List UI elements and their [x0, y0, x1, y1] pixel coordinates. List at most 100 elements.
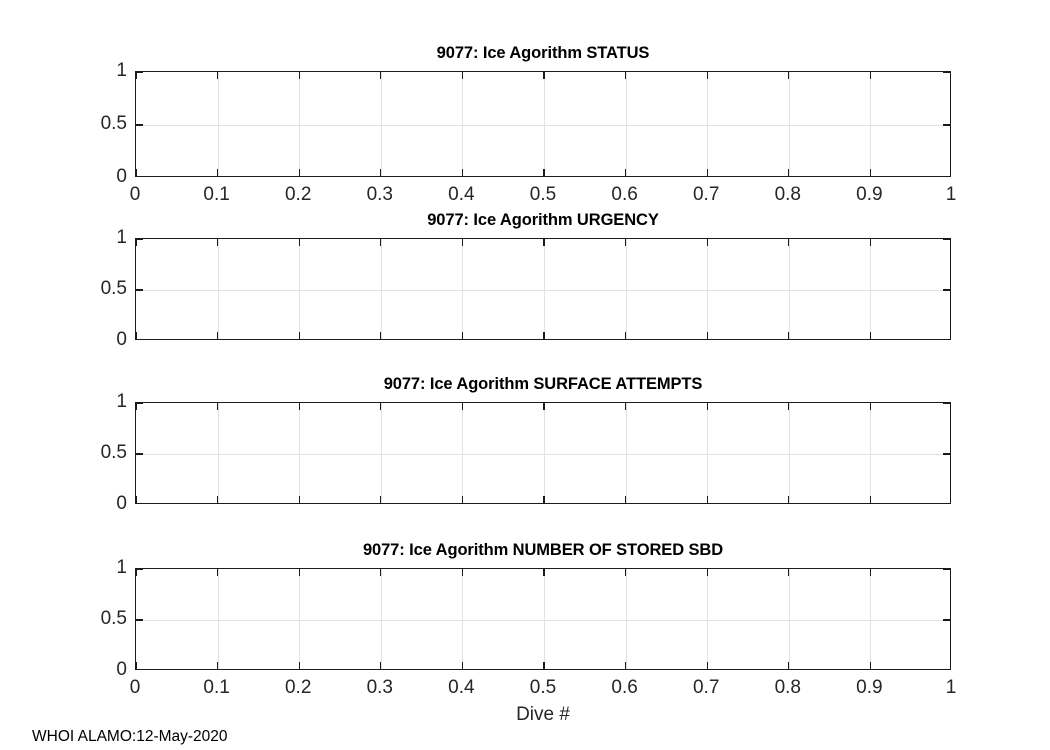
grid-line-vertical: [625, 403, 627, 503]
x-tick-mark: [624, 169, 627, 176]
grid-line-vertical: [544, 569, 545, 669]
x-tick-mark: [788, 662, 790, 669]
x-tick-mark: [380, 332, 382, 339]
x-tick-mark: [543, 169, 545, 176]
x-tick-label: 0.3: [366, 184, 394, 205]
grid-line-horizontal: [136, 290, 950, 291]
x-tick-label: 0: [129, 677, 141, 698]
x-tick-mark: [380, 72, 382, 79]
x-tick-mark: [788, 403, 790, 410]
axes-box: [135, 402, 951, 504]
x-tick-mark: [461, 169, 464, 176]
x-tick-mark: [543, 239, 545, 246]
grid-line-vertical: [788, 403, 790, 503]
x-tick-mark: [869, 403, 872, 410]
grid-line-vertical: [707, 569, 709, 669]
x-tick-mark: [624, 662, 627, 669]
x-tick-mark: [624, 239, 627, 246]
grid-line-vertical: [625, 569, 627, 669]
x-tick-label: 0.1: [203, 184, 230, 205]
x-tick-mark: [216, 332, 219, 339]
x-tick-mark: [380, 239, 382, 246]
x-tick-label: 0.2: [284, 677, 312, 698]
y-tick-mark: [136, 619, 143, 621]
x-tick-mark: [380, 169, 382, 176]
x-tick-mark: [216, 662, 219, 669]
grid-line-vertical: [544, 239, 545, 339]
x-tick-mark: [869, 72, 872, 79]
grid-line-vertical: [544, 403, 545, 503]
x-tick-label: 0.8: [774, 677, 802, 698]
x-tick-mark: [380, 569, 382, 576]
x-tick-mark: [216, 239, 219, 246]
x-tick-mark: [136, 169, 138, 176]
axes-box: [135, 71, 951, 177]
x-axis-label: Dive #: [516, 704, 570, 725]
grid-line-vertical: [462, 569, 464, 669]
grid-line-vertical: [788, 239, 790, 339]
x-tick-label: 0.8: [774, 184, 802, 205]
x-tick-mark: [136, 569, 138, 576]
x-tick-mark: [461, 239, 464, 246]
y-tick-mark: [943, 569, 950, 571]
x-tick-mark: [869, 496, 872, 503]
grid-line-vertical: [380, 72, 382, 176]
y-tick-label: 0.5: [100, 113, 127, 134]
y-tick-mark: [943, 453, 950, 455]
x-tick-mark: [869, 169, 872, 176]
x-tick-mark: [298, 403, 300, 410]
x-tick-mark: [136, 662, 138, 669]
x-tick-label: 0.6: [611, 184, 638, 205]
x-tick-mark: [380, 496, 382, 503]
y-tick-label: 0: [116, 659, 127, 680]
y-tick-mark: [943, 239, 950, 241]
x-tick-label: 0.7: [692, 677, 720, 698]
x-tick-mark: [869, 239, 872, 246]
x-tick-mark: [136, 496, 138, 503]
x-tick-label: 1: [945, 184, 957, 205]
x-tick-mark: [869, 569, 872, 576]
x-tick-mark: [543, 496, 545, 503]
y-tick-mark: [943, 403, 950, 405]
subplot-status: 9077: Ice Agorithm STATUS 0 0.5 1 0 0.1 0.2 0.…: [101, 44, 957, 205]
y-tick-mark: [943, 72, 950, 74]
x-tick-label: 0.9: [856, 677, 883, 698]
subplot-surface-attempts: 9077: Ice Agorithm SURFACE ATTEMPTS 0 0.5…: [101, 375, 951, 514]
x-tick-mark: [706, 332, 708, 339]
x-tick-mark: [706, 239, 708, 246]
y-tick-label: 0.5: [100, 442, 127, 463]
x-tick-mark: [380, 403, 382, 410]
x-tick-label: 0.4: [448, 184, 475, 205]
x-tick-mark: [298, 169, 300, 176]
x-tick-mark: [216, 72, 219, 79]
grid-line-vertical: [217, 403, 219, 503]
y-tick-label: 1: [116, 557, 127, 578]
grid-line-vertical: [870, 72, 872, 176]
grid-line-vertical: [380, 403, 382, 503]
grid-line-vertical: [544, 72, 545, 176]
x-tick-mark: [298, 662, 300, 669]
x-tick-mark: [624, 332, 627, 339]
axes-box: [135, 238, 951, 340]
y-tick-label: 0: [116, 166, 127, 187]
x-tick-mark: [788, 569, 790, 576]
x-tick-mark: [788, 239, 790, 246]
x-tick-mark: [461, 72, 464, 79]
x-tick-label: 0.5: [529, 677, 557, 698]
x-tick-mark: [461, 496, 464, 503]
grid-line-vertical: [707, 239, 709, 339]
x-tick-mark: [624, 72, 627, 79]
y-tick-mark: [943, 619, 950, 621]
subplot-title: 9077: Ice Agorithm NUMBER OF STORED SBD: [362, 541, 724, 559]
grid-line-vertical: [299, 72, 301, 176]
y-tick-label: 1: [116, 227, 127, 248]
subplot-urgency: 9077: Ice Agorithm URGENCY 0 0.5 1: [101, 211, 951, 350]
subplot-title: 9077: Ice Agorithm STATUS: [436, 44, 650, 62]
x-tick-mark: [216, 569, 219, 576]
y-tick-mark: [136, 72, 143, 74]
grid-line-vertical: [870, 403, 872, 503]
x-tick-mark: [380, 662, 382, 669]
x-tick-mark: [788, 169, 790, 176]
x-tick-mark: [461, 332, 464, 339]
